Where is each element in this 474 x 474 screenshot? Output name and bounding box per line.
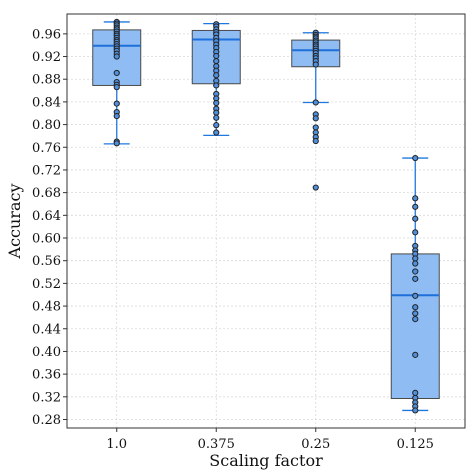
y-tick-label: 0.48: [32, 300, 61, 315]
y-tick-label: 0.36: [32, 368, 61, 383]
y-tick-label: 0.72: [32, 163, 61, 178]
data-point: [412, 255, 419, 262]
y-tick-label: 0.76: [32, 141, 61, 156]
data-point: [213, 72, 220, 79]
data-point: [412, 154, 419, 162]
data-point: [312, 61, 319, 68]
y-tick-label: 0.44: [32, 322, 61, 337]
data-point: [213, 82, 220, 89]
data-point: [312, 99, 319, 106]
data-point: [213, 114, 220, 121]
data-point: [213, 52, 220, 60]
data-point: [412, 304, 419, 311]
data-point: [412, 260, 419, 267]
y-tick-label: 0.92: [32, 50, 61, 65]
data-point: [412, 407, 419, 414]
y-tick-label: 0.56: [32, 254, 61, 269]
x-axis-ticks: 1.0 0.375 0.25 0.125: [106, 428, 434, 452]
data-point: [312, 115, 319, 122]
y-tick-label: 0.40: [32, 345, 61, 360]
data-point: [213, 129, 220, 136]
plot-frame: [66, 13, 466, 429]
y-axis-ticks: 0.28 0.32 0.36 0.40 0.44 0.48 0.52 0.56 0.60 0.64…: [32, 27, 67, 428]
data-point: [213, 109, 220, 116]
data-point: [412, 215, 419, 222]
data-point: [113, 53, 120, 60]
data-point: [213, 99, 220, 107]
data-point: [412, 389, 419, 396]
data-point: [113, 69, 120, 77]
y-tick-label: 0.52: [32, 277, 61, 292]
y-tick-label: 0.96: [32, 27, 61, 42]
data-point: [412, 203, 419, 210]
point-layer: [113, 18, 419, 414]
data-point: [113, 84, 120, 91]
data-point: [412, 275, 419, 282]
x-tick-label: 1.0: [106, 437, 127, 452]
y-tick-label: 0.80: [32, 118, 61, 133]
data-point: [412, 310, 419, 317]
box-layer: [92, 21, 440, 412]
y-tick-label: 0.64: [32, 209, 61, 224]
data-point: [412, 195, 419, 202]
y-tick-label: 0.32: [32, 390, 61, 405]
data-point: [312, 184, 319, 191]
y-tick-label: 0.84: [32, 95, 61, 110]
data-point: [312, 124, 319, 131]
data-point: [213, 122, 220, 129]
y-tick-label: 0.88: [32, 73, 61, 88]
y-tick-label: 0.60: [32, 232, 61, 247]
y-tick-label: 0.28: [32, 413, 61, 428]
data-point: [213, 57, 220, 65]
data-point: [412, 268, 419, 275]
data-point: [312, 137, 319, 145]
data-point: [113, 100, 120, 107]
data-point: [412, 351, 419, 358]
x-axis-title: Scaling factor: [209, 451, 323, 470]
data-point: [412, 292, 419, 299]
x-tick-label: 0.25: [301, 437, 330, 452]
x-tick-label: 0.375: [198, 437, 235, 452]
data-point: [412, 229, 419, 236]
y-axis-title: Accuracy: [5, 184, 24, 260]
data-point: [113, 112, 120, 120]
data-point: [412, 316, 419, 323]
data-point: [113, 140, 120, 147]
y-tick-label: 0.68: [32, 186, 61, 201]
box-iqr: [390, 253, 440, 400]
x-tick-label: 0.125: [397, 437, 434, 452]
